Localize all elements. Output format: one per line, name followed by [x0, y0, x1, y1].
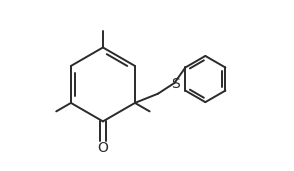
- Text: S: S: [171, 77, 180, 91]
- Text: O: O: [98, 141, 108, 155]
